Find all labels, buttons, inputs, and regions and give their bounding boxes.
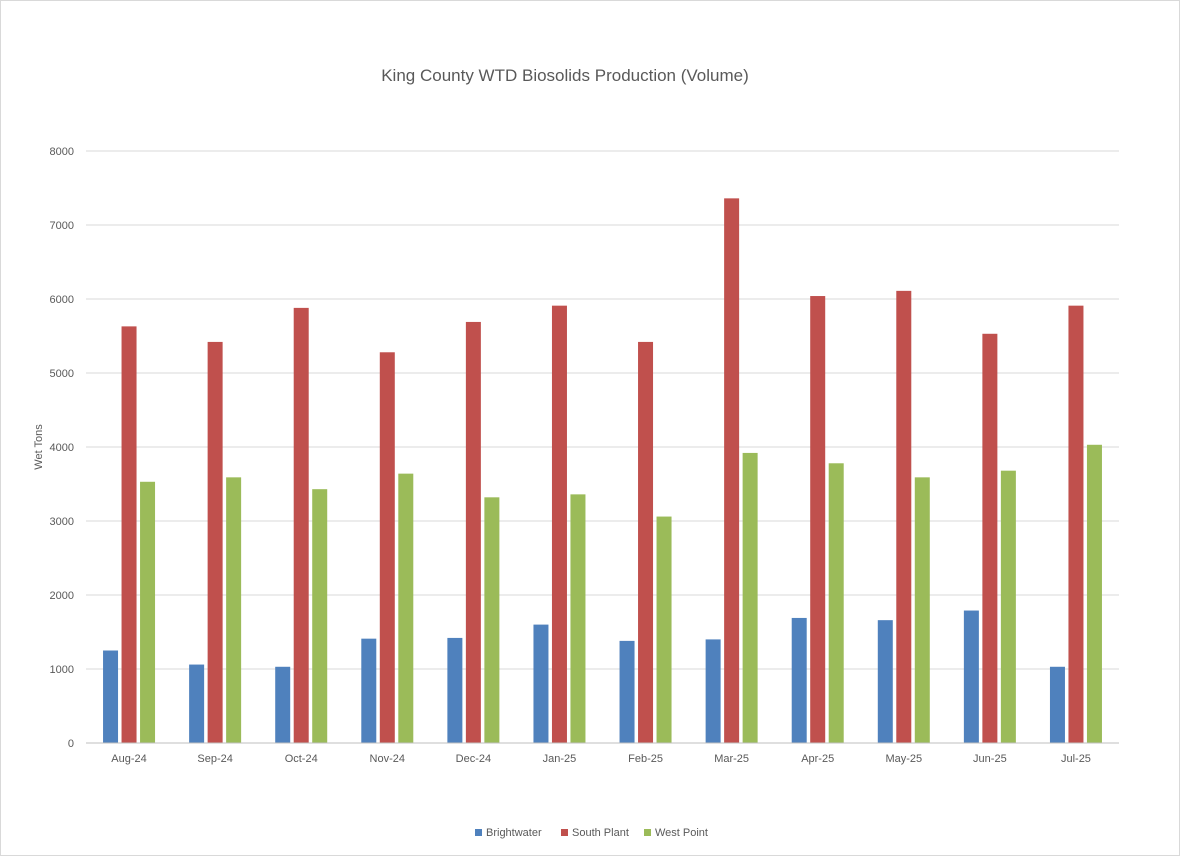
bar-west-point <box>312 489 328 743</box>
x-tick-label: Sep-24 <box>197 753 232 765</box>
bar-south-plant <box>810 296 826 743</box>
x-tick-label: Jun-25 <box>973 753 1007 765</box>
bar-south-plant <box>207 341 223 743</box>
x-tick-label: Aug-24 <box>111 753 146 765</box>
x-tick-label: Dec-24 <box>456 753 491 765</box>
y-tick-label: 4000 <box>50 442 74 454</box>
y-tick-label: 5000 <box>50 368 74 380</box>
bar-brightwater <box>1049 666 1065 743</box>
bar-south-plant <box>638 341 654 743</box>
bar-west-point <box>484 497 500 743</box>
bar-south-plant <box>982 333 998 743</box>
x-tick-label: Oct-24 <box>285 753 318 765</box>
x-tick-label: Mar-25 <box>714 753 749 765</box>
y-tick-label: 3000 <box>50 516 74 528</box>
x-tick-label: Apr-25 <box>801 753 834 765</box>
bar-brightwater <box>447 637 463 743</box>
x-tick-label: Nov-24 <box>370 753 405 765</box>
bar-west-point <box>742 452 758 743</box>
legend-label: Brightwater <box>486 827 542 839</box>
bar-brightwater <box>705 639 721 743</box>
bar-west-point <box>828 463 844 743</box>
y-tick-label: 7000 <box>50 220 74 232</box>
bar-south-plant <box>121 326 137 743</box>
bar-south-plant <box>896 290 912 743</box>
bar-west-point <box>570 494 586 743</box>
bar-west-point <box>226 477 242 743</box>
bar-south-plant <box>293 307 309 743</box>
bar-brightwater <box>189 664 205 743</box>
legend: Brightwater South Plant West Point <box>475 827 708 839</box>
bar-west-point <box>656 516 672 743</box>
bar-brightwater <box>877 620 893 743</box>
bar-brightwater <box>619 640 635 743</box>
bars <box>103 198 1102 744</box>
bar-brightwater <box>275 666 291 743</box>
bar-west-point <box>1086 444 1102 743</box>
bar-brightwater <box>361 638 377 743</box>
bar-west-point <box>140 481 156 743</box>
legend-swatch <box>475 829 482 836</box>
bar-brightwater <box>791 617 807 743</box>
chart-title: King County WTD Biosolids Production (Vo… <box>381 66 749 85</box>
y-tick-label: 1000 <box>50 664 74 676</box>
bar-south-plant <box>1068 305 1084 743</box>
y-tick-label: 0 <box>68 738 74 750</box>
bar-west-point <box>914 477 930 743</box>
y-tick-label: 8000 <box>50 146 74 158</box>
x-tick-label: Jan-25 <box>543 753 577 765</box>
bar-south-plant <box>551 305 567 743</box>
x-tick-label: Feb-25 <box>628 753 663 765</box>
y-axis-label: Wet Tons <box>33 424 45 470</box>
legend-label: South Plant <box>572 827 629 839</box>
bar-brightwater <box>103 650 119 743</box>
bar-south-plant <box>724 198 740 744</box>
legend-swatch <box>644 829 651 836</box>
y-tick-label: 6000 <box>50 294 74 306</box>
bar-south-plant <box>379 352 395 743</box>
x-tick-label: Jul-25 <box>1061 753 1091 765</box>
gridlines: 0 1000 2000 3000 4000 5000 6000 7000 8000 <box>50 146 1119 750</box>
bar-west-point <box>1000 470 1016 743</box>
bar-south-plant <box>465 321 481 743</box>
x-tick-label: May-25 <box>885 753 922 765</box>
x-axis: Aug-24 Sep-24 Oct-24 Nov-24 Dec-24 Jan-25 Feb-… <box>86 742 1119 765</box>
bar-brightwater <box>533 624 549 743</box>
bar-west-point <box>398 473 414 743</box>
bar-brightwater <box>963 610 979 743</box>
legend-swatch <box>561 829 568 836</box>
legend-label: West Point <box>655 827 708 839</box>
y-tick-label: 2000 <box>50 590 74 602</box>
